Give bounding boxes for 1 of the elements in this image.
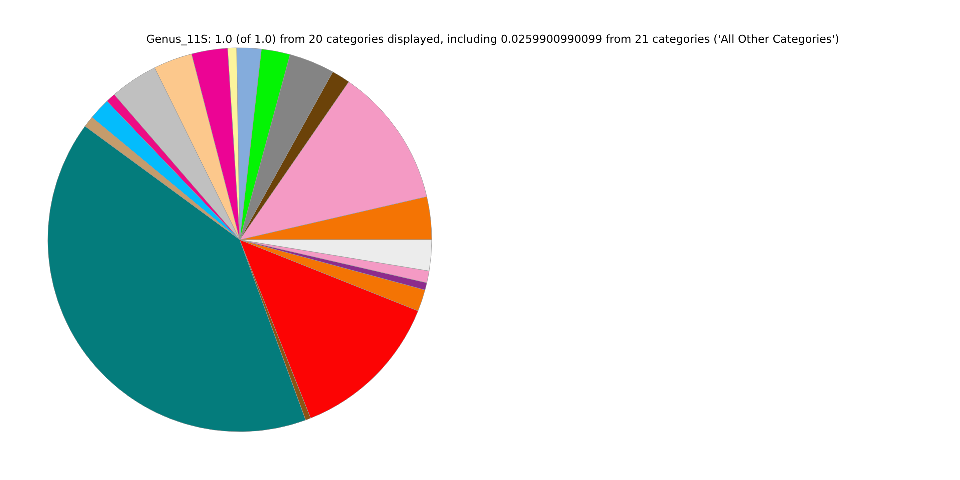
text: Genus_11S: 1.0 (of 1.0) from 20 categories displayed, including 0.0259900990099 from 21 categories ('All Other Categories') bbox=[146, 33, 840, 46]
